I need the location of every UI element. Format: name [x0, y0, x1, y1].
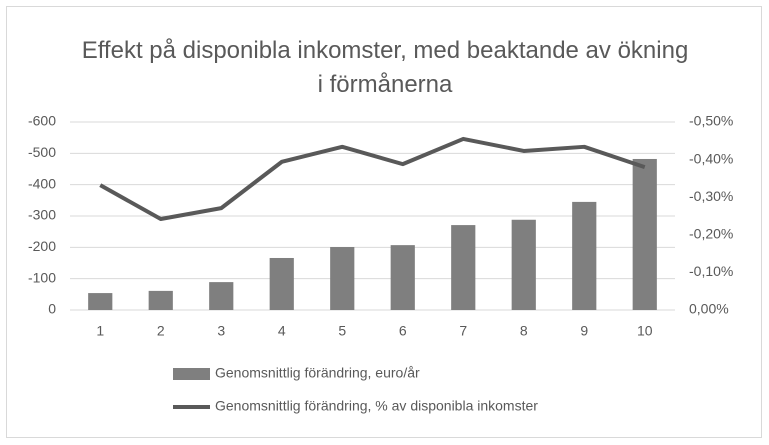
- y2-tick-label: 0,00%: [689, 301, 729, 317]
- x-tick-label: 7: [459, 323, 467, 339]
- bar: [88, 293, 113, 310]
- x-tick-label: 9: [580, 323, 588, 339]
- y2-tick-label: -0,30%: [689, 188, 733, 204]
- y-tick-label: -200: [28, 238, 56, 254]
- legend-label: Genomsnittlig förändring, euro/år: [215, 365, 420, 381]
- x-tick-label: 4: [278, 323, 286, 339]
- y2-tick-label: -0,20%: [689, 226, 733, 242]
- y-tick-label: -500: [28, 144, 56, 160]
- legend-label: Genomsnittlig förändring, % av disponibl…: [215, 398, 538, 414]
- x-tick-label: 8: [520, 323, 528, 339]
- bar: [390, 245, 415, 310]
- legend-swatch: [173, 368, 210, 380]
- bar: [511, 219, 536, 310]
- bar: [632, 158, 657, 310]
- bar: [572, 201, 597, 310]
- y2-tick-label: -0,50%: [689, 113, 733, 129]
- y-tick-label: -600: [28, 113, 56, 129]
- x-tick-label: 10: [637, 323, 653, 339]
- x-tick-label: 3: [217, 323, 225, 339]
- y-tick-label: 0: [48, 301, 56, 317]
- y2-tick-label: -0,40%: [689, 150, 733, 166]
- x-tick-label: 6: [399, 323, 407, 339]
- x-tick-label: 2: [157, 323, 165, 339]
- bar: [451, 225, 476, 310]
- line: [99, 136, 646, 222]
- y2-tick-label: -0,10%: [689, 263, 733, 279]
- x-tick-label: 5: [338, 323, 346, 339]
- y-tick-label: -300: [28, 207, 56, 223]
- bar: [269, 257, 294, 310]
- y-tick-label: -100: [28, 269, 56, 285]
- bar: [330, 247, 355, 310]
- bar: [148, 290, 173, 310]
- bar: [209, 282, 234, 310]
- chart-title: Effekt på disponibla inkomster, med beak…: [81, 37, 689, 98]
- y-tick-label: -400: [28, 175, 56, 191]
- x-tick-label: 1: [96, 323, 104, 339]
